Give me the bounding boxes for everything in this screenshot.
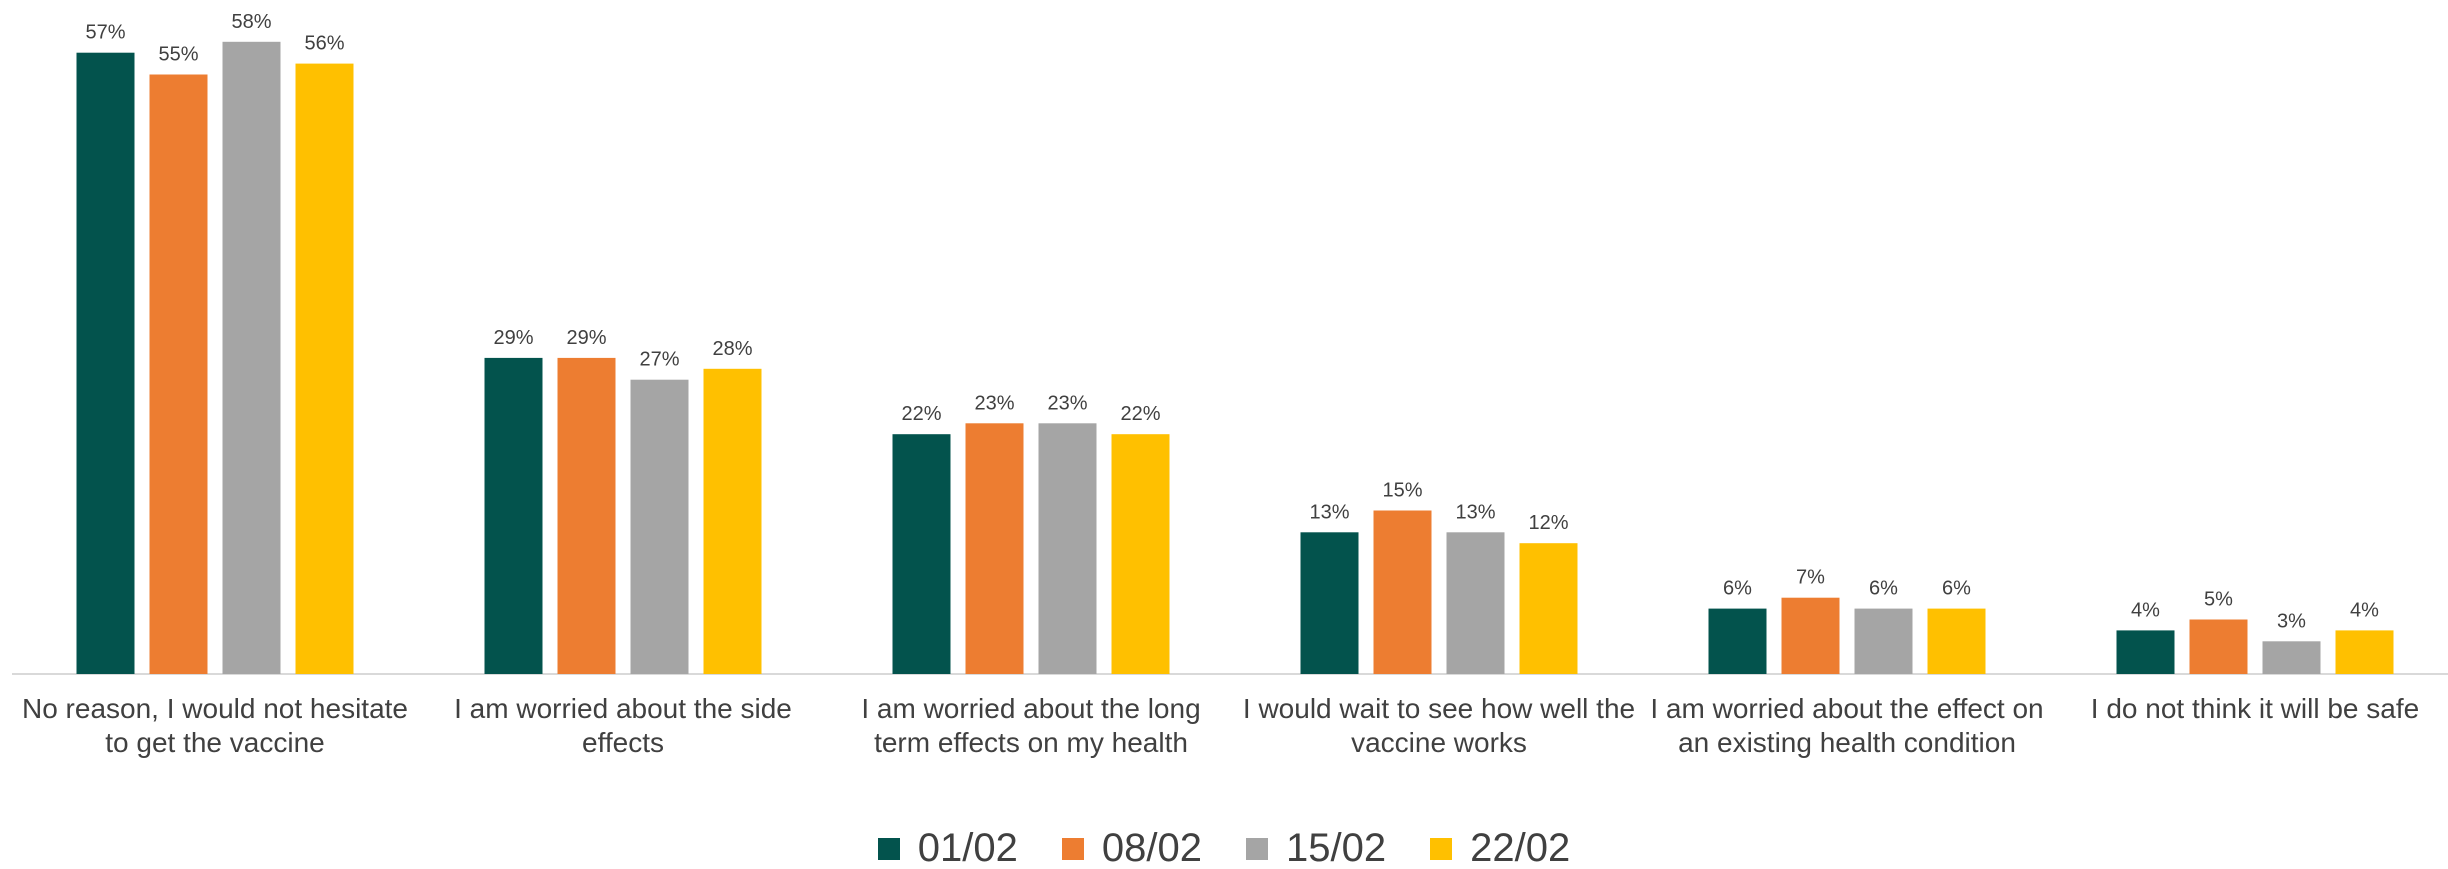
legend-item: 15/02: [1246, 826, 1386, 869]
bar: [484, 357, 543, 674]
legend-item: 01/02: [877, 826, 1018, 869]
x-tick-label: I am worried about the side effects: [454, 693, 792, 758]
data-label: 22%: [901, 403, 941, 425]
x-tick-label: I do not think it will be safe: [2090, 693, 2420, 724]
data-label: 23%: [1047, 392, 1087, 414]
data-label: 29%: [566, 327, 606, 349]
data-label: 5%: [2204, 589, 2233, 611]
legend-swatch: [877, 837, 900, 860]
data-label: 4%: [2131, 599, 2160, 621]
legend-swatch: [1430, 837, 1453, 860]
data-label: 56%: [304, 33, 344, 55]
bar: [1854, 608, 1913, 674]
data-label: 29%: [493, 327, 533, 349]
x-tick-label: I would wait to see how well the vaccine…: [1242, 693, 1636, 758]
bar: [1708, 608, 1767, 674]
legend-swatch: [1246, 837, 1268, 860]
legend: 01/02 08/02 15/02 22/02: [0, 826, 2448, 869]
bar: [1038, 423, 1097, 674]
bar: [1446, 532, 1505, 674]
data-label: 6%: [1869, 578, 1898, 600]
bar: [1300, 532, 1359, 674]
data-label: 13%: [1455, 501, 1495, 523]
bar: [2116, 630, 2175, 674]
data-label: 55%: [158, 44, 198, 66]
data-label: 22%: [1120, 403, 1160, 425]
legend-item: 22/02: [1430, 826, 1570, 869]
data-label: 57%: [85, 22, 125, 44]
bar: [149, 74, 208, 674]
data-label: 4%: [2350, 599, 2379, 621]
data-label: 6%: [1942, 578, 1971, 600]
data-label: 28%: [712, 338, 752, 360]
legend-label: 15/02: [1286, 826, 1387, 869]
bar: [965, 423, 1024, 674]
legend-label: 08/02: [1101, 826, 1202, 869]
bar: [2189, 619, 2248, 674]
data-label: 12%: [1528, 512, 1568, 534]
bar: [2262, 641, 2321, 674]
data-label: 3%: [2277, 610, 2306, 632]
legend-swatch: [1061, 837, 1084, 860]
bar: [630, 379, 689, 674]
bar: [892, 434, 951, 674]
bar: [295, 63, 354, 675]
data-label: 27%: [639, 349, 679, 371]
bar: [222, 41, 281, 675]
data-label: 23%: [974, 392, 1014, 414]
x-tick-label: No reason, I would not hesitate to get t…: [21, 693, 408, 758]
x-tick-label: I am worried about the effect on an exis…: [1650, 693, 2044, 758]
bar: [1519, 543, 1578, 674]
legend-item: 08/02: [1061, 826, 1202, 869]
data-label: 6%: [1723, 578, 1752, 600]
legend-label: 22/02: [1470, 826, 1571, 869]
x-tick-label: I am worried about the long term effects…: [861, 693, 1201, 758]
bar: [703, 368, 762, 674]
bar: [1111, 434, 1170, 674]
bar: [76, 52, 135, 674]
data-label: 58%: [231, 11, 271, 33]
bar: [1781, 597, 1840, 674]
bar: [1373, 510, 1432, 674]
bar: [2335, 630, 2394, 674]
bar: [1927, 608, 1986, 674]
data-label: 7%: [1796, 567, 1825, 589]
data-label: 13%: [1309, 501, 1349, 523]
legend-label: 01/02: [917, 826, 1018, 869]
bar: [557, 357, 616, 674]
data-label: 15%: [1382, 480, 1422, 502]
